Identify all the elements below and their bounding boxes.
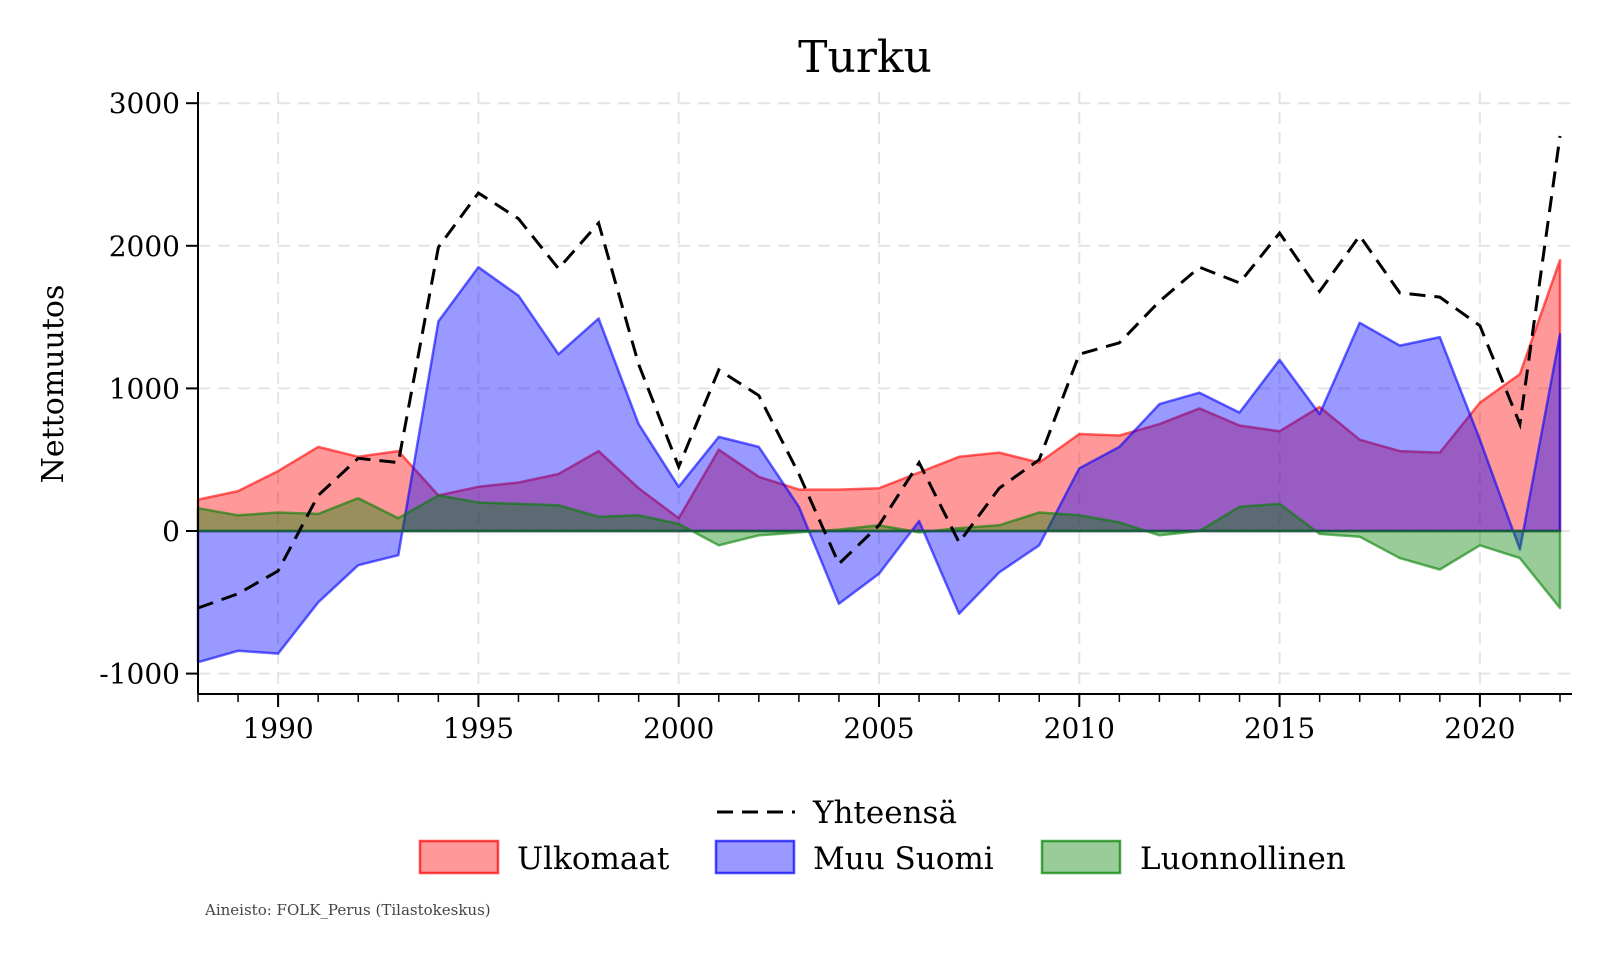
axes bbox=[197, 92, 1572, 695]
source-note: Aineisto: FOLK_Perus (Tilastokeskus) bbox=[204, 901, 491, 919]
x-tick-label: 2005 bbox=[843, 712, 914, 745]
legend: Yhteensä Ulkomaat Muu Suomi Luonnollinen bbox=[418, 795, 1346, 877]
legend-swatch-luonnollinen bbox=[1040, 839, 1122, 875]
legend-swatch-ulkomaat bbox=[418, 839, 500, 875]
area-ulkomaat bbox=[196, 258, 1562, 533]
x-ticks: 1990 1995 2000 2005 2010 2015 2020 bbox=[197, 694, 1561, 745]
x-tick-label: 2000 bbox=[643, 712, 714, 745]
y-tick-label: 0 bbox=[162, 515, 180, 548]
legend-swatch-muu-suomi bbox=[714, 839, 796, 875]
y-tick-label: 3000 bbox=[109, 87, 180, 120]
y-tick-label: 1000 bbox=[109, 372, 180, 405]
area-muu-suomi bbox=[196, 265, 1562, 664]
y-ticks: -1000 0 1000 2000 3000 bbox=[99, 87, 198, 691]
y-axis-title: Nettomuutos bbox=[36, 285, 71, 484]
chart-title: Turku bbox=[798, 32, 932, 83]
legend-label-muu-suomi: Muu Suomi bbox=[813, 841, 994, 877]
y-tick-label: -1000 bbox=[99, 658, 180, 691]
legend-label-luonnollinen: Luonnollinen bbox=[1140, 841, 1346, 877]
line-yhteensa bbox=[197, 135, 1562, 610]
legend-label-yhteensa: Yhteensä bbox=[812, 795, 957, 831]
y-tick-label: 2000 bbox=[109, 230, 180, 263]
x-tick-label: 2015 bbox=[1244, 712, 1315, 745]
x-tick-label: 2020 bbox=[1444, 712, 1515, 745]
x-tick-label: 1990 bbox=[242, 712, 313, 745]
series-areas bbox=[196, 258, 1562, 664]
x-tick-label: 1995 bbox=[443, 712, 514, 745]
x-tick-label: 2010 bbox=[1044, 712, 1115, 745]
area-luonnollinen bbox=[196, 494, 1562, 610]
legend-label-ulkomaat: Ulkomaat bbox=[517, 841, 670, 877]
series-lines bbox=[197, 135, 1562, 610]
